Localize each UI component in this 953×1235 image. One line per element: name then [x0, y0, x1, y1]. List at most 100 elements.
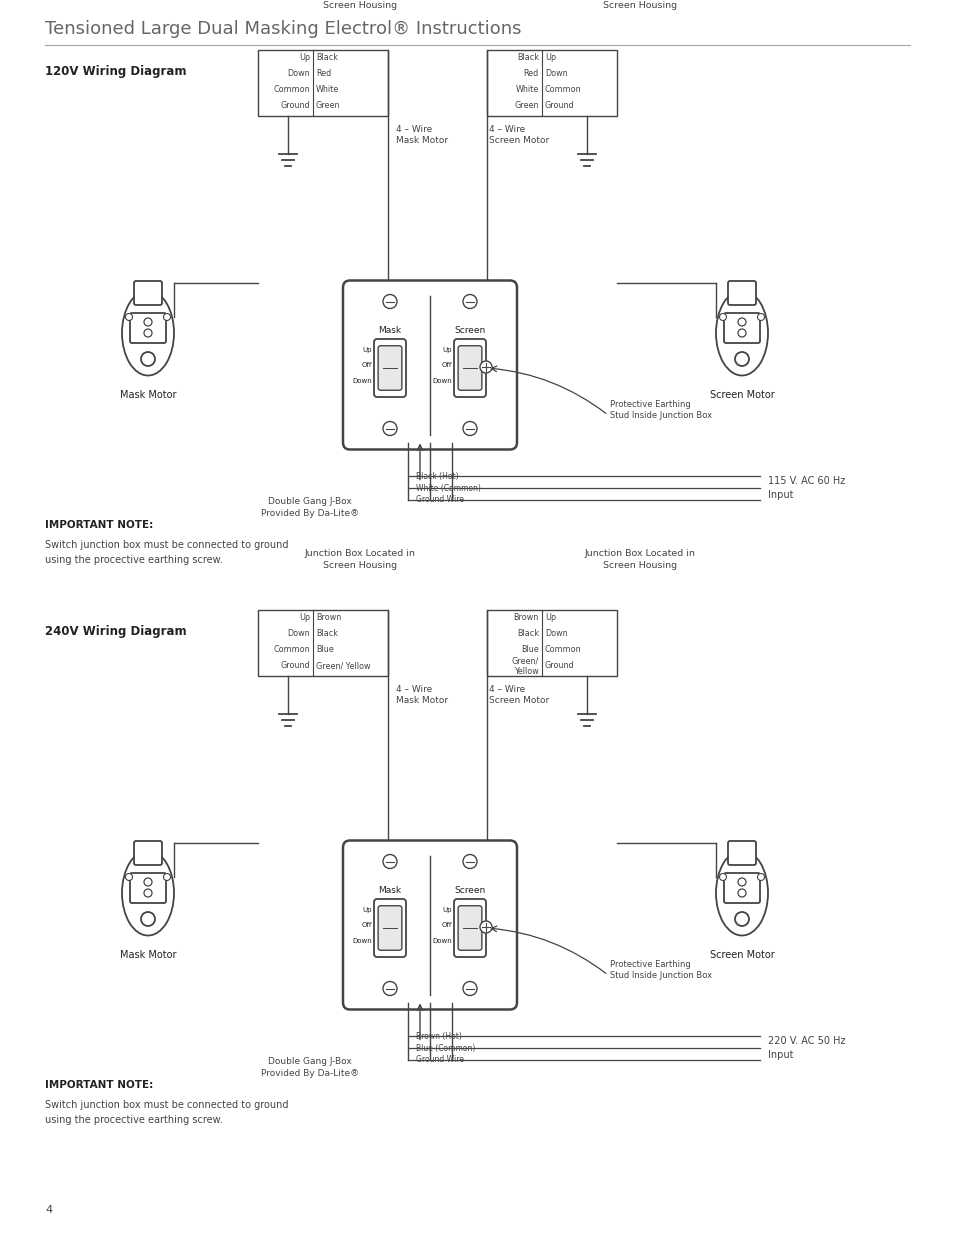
Text: Up: Up	[544, 614, 556, 622]
Text: 220 V. AC 50 Hz
Input: 220 V. AC 50 Hz Input	[767, 1036, 844, 1061]
Ellipse shape	[122, 851, 173, 935]
Text: Common: Common	[274, 85, 310, 95]
Text: Junction Box Located in
Screen Housing: Junction Box Located in Screen Housing	[584, 550, 695, 571]
Text: Switch junction box must be connected to ground
using the procective earthing sc: Switch junction box must be connected to…	[45, 1100, 288, 1125]
Text: Red: Red	[315, 69, 331, 79]
FancyBboxPatch shape	[723, 873, 760, 903]
Text: Up: Up	[298, 53, 310, 63]
Circle shape	[462, 855, 476, 868]
Text: Black: Black	[315, 630, 337, 638]
Text: Black: Black	[315, 53, 337, 63]
Text: Up: Up	[544, 53, 556, 63]
Circle shape	[126, 314, 132, 321]
Text: Down: Down	[432, 378, 452, 384]
Circle shape	[382, 982, 396, 995]
Text: Common: Common	[544, 85, 581, 95]
Text: Up: Up	[442, 906, 452, 913]
FancyBboxPatch shape	[457, 905, 481, 950]
Text: Screen: Screen	[454, 326, 485, 335]
Circle shape	[382, 855, 396, 868]
Text: 4 – Wire
Screen Motor: 4 – Wire Screen Motor	[489, 684, 549, 705]
FancyBboxPatch shape	[377, 905, 401, 950]
Text: Protective Earthing
Stud Inside Junction Box: Protective Earthing Stud Inside Junction…	[609, 400, 711, 420]
Text: Down: Down	[544, 69, 567, 79]
Circle shape	[163, 873, 171, 881]
Text: Screen: Screen	[454, 885, 485, 895]
Text: Green/ Yellow: Green/ Yellow	[315, 662, 370, 671]
FancyBboxPatch shape	[130, 312, 166, 343]
Text: Down: Down	[544, 630, 567, 638]
Circle shape	[144, 317, 152, 326]
Circle shape	[141, 911, 154, 926]
Text: Off: Off	[361, 923, 372, 927]
FancyBboxPatch shape	[343, 280, 517, 450]
Text: Off: Off	[441, 362, 452, 368]
Text: 240V Wiring Diagram: 240V Wiring Diagram	[45, 625, 187, 638]
Text: Blue (Common): Blue (Common)	[416, 1044, 475, 1052]
Text: Junction Box Located in
Screen Housing: Junction Box Located in Screen Housing	[304, 0, 415, 10]
Circle shape	[144, 329, 152, 337]
Text: Mask Motor: Mask Motor	[120, 390, 176, 400]
Text: Ground Wire: Ground Wire	[416, 1056, 463, 1065]
Circle shape	[144, 889, 152, 897]
FancyBboxPatch shape	[457, 346, 481, 390]
Text: Brown: Brown	[514, 614, 538, 622]
Text: Double Gang J-Box
Provided By Da-Lite®: Double Gang J-Box Provided By Da-Lite®	[261, 498, 358, 519]
Circle shape	[738, 878, 745, 885]
Text: Down: Down	[352, 378, 372, 384]
FancyBboxPatch shape	[133, 841, 162, 864]
FancyBboxPatch shape	[130, 873, 166, 903]
Text: Screen Motor: Screen Motor	[709, 390, 774, 400]
Circle shape	[479, 921, 492, 932]
Text: 120V Wiring Diagram: 120V Wiring Diagram	[45, 65, 186, 78]
Text: Blue: Blue	[520, 646, 538, 655]
Circle shape	[734, 911, 748, 926]
Text: IMPORTANT NOTE:: IMPORTANT NOTE:	[45, 1079, 153, 1091]
Text: Mask: Mask	[378, 885, 401, 895]
FancyBboxPatch shape	[133, 282, 162, 305]
Text: Ground: Ground	[544, 662, 574, 671]
FancyBboxPatch shape	[377, 346, 401, 390]
FancyBboxPatch shape	[727, 282, 755, 305]
Text: Screen Motor: Screen Motor	[709, 950, 774, 960]
Text: Brown: Brown	[315, 614, 341, 622]
Text: Brown (Hot): Brown (Hot)	[416, 1031, 461, 1041]
Text: Off: Off	[361, 362, 372, 368]
Text: Switch junction box must be connected to ground
using the procective earthing sc: Switch junction box must be connected to…	[45, 540, 288, 564]
Text: Ground Wire: Ground Wire	[416, 495, 463, 505]
Text: Up: Up	[362, 347, 372, 353]
Text: 4 – Wire
Mask Motor: 4 – Wire Mask Motor	[395, 125, 448, 146]
Circle shape	[738, 317, 745, 326]
Circle shape	[163, 314, 171, 321]
Text: Black (Hot): Black (Hot)	[416, 472, 458, 480]
Circle shape	[738, 329, 745, 337]
Text: Ground: Ground	[280, 662, 310, 671]
Circle shape	[719, 873, 726, 881]
Circle shape	[126, 873, 132, 881]
Text: Black: Black	[517, 53, 538, 63]
Text: Tensioned Large Dual Masking Electrol® Instructions: Tensioned Large Dual Masking Electrol® I…	[45, 20, 521, 38]
Text: Off: Off	[441, 923, 452, 927]
Circle shape	[382, 421, 396, 436]
Ellipse shape	[122, 290, 173, 375]
Bar	[257, 610, 388, 676]
Text: IMPORTANT NOTE:: IMPORTANT NOTE:	[45, 520, 153, 530]
FancyBboxPatch shape	[374, 899, 406, 957]
Circle shape	[462, 421, 476, 436]
Text: Up: Up	[362, 906, 372, 913]
Text: Up: Up	[442, 347, 452, 353]
Circle shape	[719, 314, 726, 321]
Ellipse shape	[716, 290, 767, 375]
Bar	[486, 49, 617, 116]
Circle shape	[757, 873, 763, 881]
FancyBboxPatch shape	[343, 841, 517, 1009]
Circle shape	[144, 878, 152, 885]
Circle shape	[462, 294, 476, 309]
Text: White: White	[315, 85, 339, 95]
Bar	[257, 49, 388, 116]
Text: Mask: Mask	[378, 326, 401, 335]
Text: Common: Common	[544, 646, 581, 655]
Text: Junction Box Located in
Screen Housing: Junction Box Located in Screen Housing	[304, 550, 415, 571]
Text: Blue: Blue	[315, 646, 334, 655]
Text: 4 – Wire
Mask Motor: 4 – Wire Mask Motor	[395, 684, 448, 705]
